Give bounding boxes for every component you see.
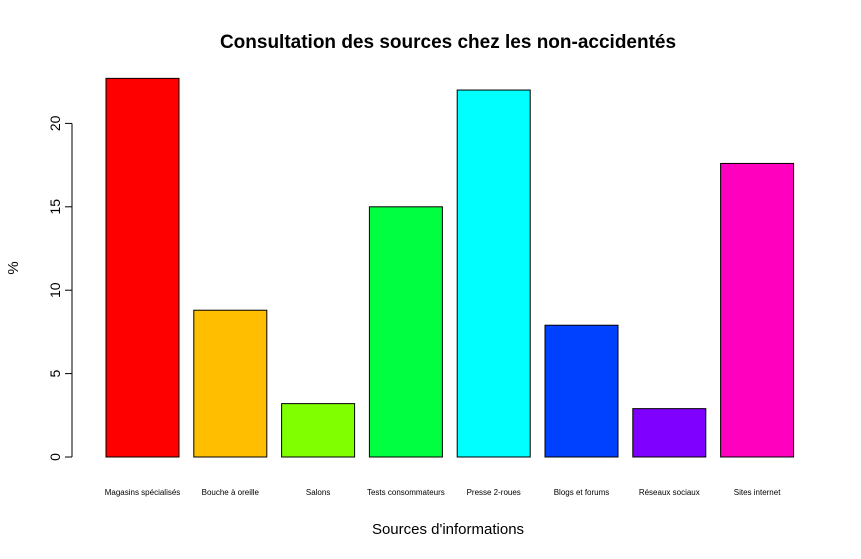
category-label: Tests consommateurs [367, 488, 445, 497]
bar [368, 206, 443, 458]
y-tick-label: 0 [47, 453, 63, 461]
bar [720, 162, 795, 458]
category-label: Sites internet [734, 488, 781, 497]
y-tick-label: 5 [47, 369, 63, 377]
category-label: Presse 2-roues [467, 488, 521, 497]
category-label: Salons [306, 488, 330, 497]
x-axis-label: Sources d'informations [372, 521, 524, 538]
category-label: Bouche à oreille [202, 488, 260, 497]
y-tick-label: 20 [47, 115, 63, 131]
category-labels: Magasins spécialisés Bouche à oreille Salo… [105, 488, 782, 497]
bar [544, 324, 619, 458]
category-label: Réseaux sociaux [639, 488, 700, 497]
bar [456, 89, 531, 458]
bar [281, 403, 356, 458]
chart-title: Consultation des sources chez les non-ac… [220, 32, 676, 53]
y-tick-label: 10 [47, 282, 63, 298]
y-axis: 0 5 10 15 20 [47, 115, 73, 461]
bar [193, 309, 268, 458]
bar [105, 77, 180, 458]
category-label: Magasins spécialisés [105, 488, 181, 497]
y-axis-label: % [5, 261, 22, 274]
bar [632, 408, 707, 458]
category-label: Blogs et forums [554, 488, 610, 497]
bars [105, 77, 795, 458]
y-tick-label: 15 [47, 199, 63, 215]
